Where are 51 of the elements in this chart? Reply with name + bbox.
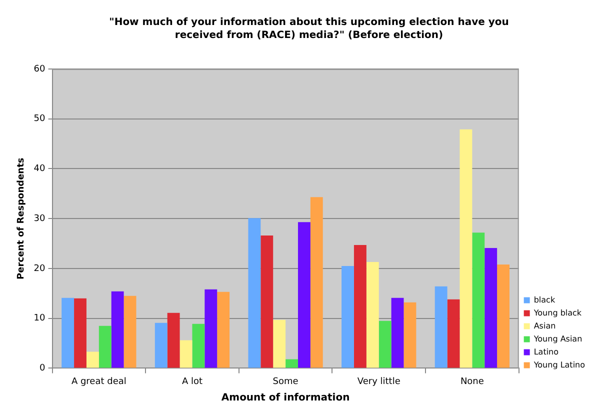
y-tick-label: 20 (34, 264, 46, 274)
bar (447, 299, 460, 368)
bar (366, 262, 379, 368)
chart-title: "How much of your information about this upcoming election have you received from (RACE) media?" (Before election) (108, 16, 510, 42)
bar (217, 292, 230, 368)
x-tick-label: A great deal (71, 376, 126, 387)
y-tick-label: 30 (34, 214, 46, 224)
y-tick-label: 10 (34, 314, 46, 324)
x-tick-label: A lot (182, 376, 203, 387)
bar (342, 266, 354, 368)
legend-label: Young Asian (532, 334, 582, 344)
bar (74, 298, 86, 368)
bar (354, 245, 366, 368)
x-tick-label: None (460, 376, 484, 387)
bar (310, 197, 323, 368)
y-tick-label: 60 (34, 64, 46, 74)
bar (460, 129, 472, 368)
y-axis-title: Percent of Respondents (16, 158, 27, 280)
bar (204, 289, 218, 368)
legend-label: Asian (534, 321, 556, 330)
bar (391, 298, 404, 368)
bar (167, 312, 180, 368)
bar (111, 291, 124, 368)
legend-label: Young black (532, 308, 582, 318)
y-tick-label: 40 (34, 164, 46, 174)
bar (260, 236, 274, 368)
y-tick-label: 0 (40, 364, 46, 374)
bar (124, 296, 136, 368)
bar (192, 324, 205, 368)
bar (180, 340, 192, 368)
bar (298, 222, 310, 368)
bar (472, 232, 485, 368)
bar (248, 218, 261, 368)
bar (484, 248, 498, 368)
bar (404, 302, 416, 368)
bar (86, 352, 99, 368)
y-tick-label: 50 (34, 114, 46, 124)
bar (378, 320, 392, 368)
legend-label: black (534, 295, 556, 304)
bar (497, 264, 510, 368)
bar (273, 320, 286, 368)
legend-label: Young Latino (532, 360, 586, 370)
bar (286, 359, 298, 368)
x-axis-title: Amount of information (221, 392, 350, 404)
bar (154, 322, 168, 368)
x-tick-label: Very little (357, 376, 401, 387)
bar (434, 286, 448, 368)
legend-label: Latino (534, 347, 559, 356)
x-tick-label: Some (272, 376, 299, 387)
bar (62, 298, 74, 368)
bar (98, 326, 112, 368)
